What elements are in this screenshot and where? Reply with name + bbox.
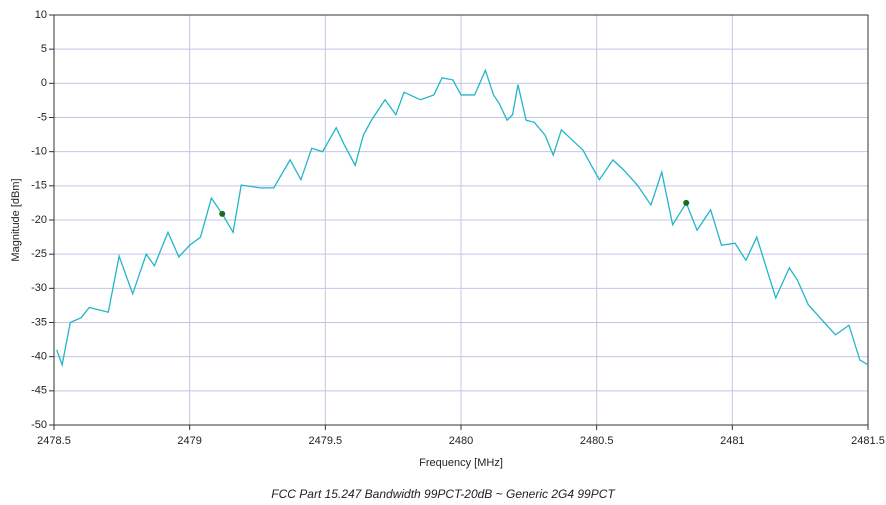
marker-point <box>219 210 226 217</box>
y-tick-label: -45 <box>31 385 47 397</box>
chart-title: FCC Part 15.247 Bandwidth 99PCT-20dB ~ G… <box>271 487 616 501</box>
y-tick-label: 5 <box>41 43 47 55</box>
x-axis-label: Frequency [MHz] <box>419 457 503 469</box>
series-line <box>56 68 869 368</box>
y-tick-label: -50 <box>31 419 47 431</box>
y-tick-label: -25 <box>31 248 47 260</box>
x-tick-label: 2480.5 <box>580 435 614 447</box>
y-tick-label: -40 <box>31 351 47 363</box>
marker-point <box>683 199 690 206</box>
y-tick-label: -30 <box>31 282 47 294</box>
y-tick-label: -15 <box>31 180 47 192</box>
x-tick-label: 2478.5 <box>37 435 71 447</box>
y-axis-label: Magnitude [dBm] <box>10 178 22 261</box>
y-tick-label: -5 <box>37 111 47 123</box>
x-tick-label: 2480 <box>449 435 473 447</box>
y-tick-label: -10 <box>31 146 47 158</box>
y-tick-label: -20 <box>31 214 47 226</box>
y-tick-label: 10 <box>35 9 47 21</box>
x-tick-label: 2481 <box>720 435 744 447</box>
x-tick-label: 2479 <box>177 435 201 447</box>
x-tick-label: 2479.5 <box>309 435 343 447</box>
plot-frame <box>53 14 869 426</box>
y-tick-label: 0 <box>41 77 47 89</box>
y-tick-label: -35 <box>31 316 47 328</box>
x-tick-label: 2481.5 <box>851 435 885 447</box>
